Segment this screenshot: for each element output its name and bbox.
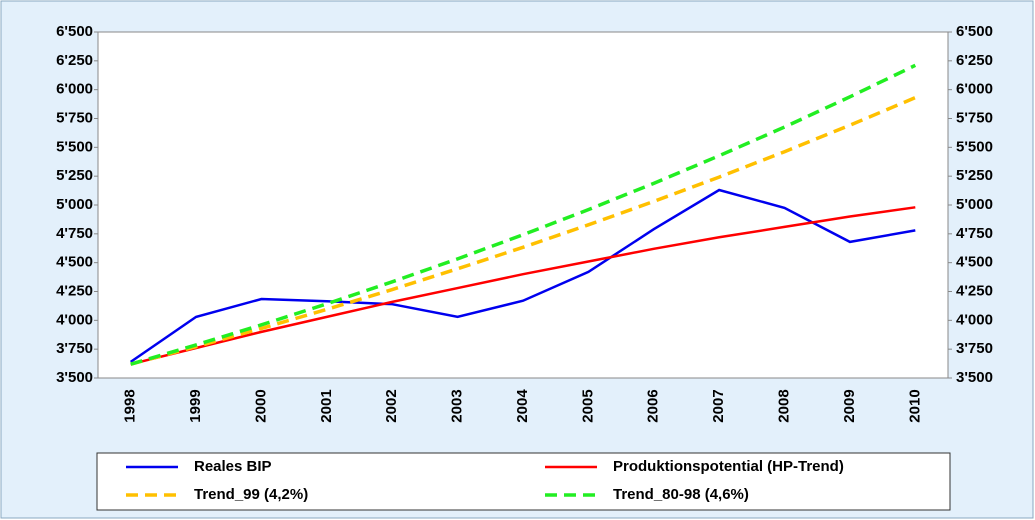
y2-tick-label: 6'250 (956, 52, 993, 69)
y-tick-label: 3'750 (56, 340, 93, 357)
x-tick-label: 2006 (645, 389, 662, 422)
x-tick-label: 2010 (906, 389, 923, 422)
x-tick-label: 1998 (122, 389, 139, 422)
x-tick-label: 2004 (514, 389, 531, 423)
y-tick-label: 5'000 (56, 196, 93, 213)
y2-tick-label: 4'750 (956, 225, 993, 242)
x-tick-label: 2007 (710, 389, 727, 422)
legend-box (96, 452, 951, 511)
y2-tick-label: 4'500 (956, 254, 993, 271)
series-line (130, 206, 916, 366)
y2-tick-label: 5'500 (956, 138, 993, 155)
x-tick-label: 2000 (252, 389, 269, 422)
x-tick-label: 2009 (841, 389, 858, 422)
y2-tick-label: 4'250 (956, 282, 993, 299)
y-tick-label: 4'000 (56, 311, 93, 328)
series-line (129, 188, 916, 363)
y-tick-label: 4'500 (56, 254, 93, 271)
y2-tick-label: 6'500 (956, 23, 993, 40)
y-tick-label: 6'000 (56, 81, 93, 98)
y-tick-label: 3'500 (56, 369, 93, 386)
y2-tick-label: 3'750 (956, 340, 993, 357)
y2-tick-label: 6'000 (956, 81, 993, 98)
y2-tick-label: 5'750 (956, 109, 993, 126)
y-tick-label: 5'750 (56, 109, 93, 126)
y2-tick-label: 5'000 (956, 196, 993, 213)
legend-label: Trend_99 (4,2%) (194, 486, 308, 503)
y-tick-label: 6'500 (56, 23, 93, 40)
y-tick-label: 6'250 (56, 52, 93, 69)
legend-label: Reales BIP (194, 458, 272, 475)
y2-tick-label: 5'250 (956, 167, 993, 184)
y-tick-label: 5'250 (56, 167, 93, 184)
x-tick-label: 2002 (383, 389, 400, 422)
x-tick-label: 2005 (579, 389, 596, 422)
series-line (130, 96, 916, 366)
legend-label: Trend_80-98 (4,6%) (613, 486, 749, 503)
x-tick-label: 2003 (449, 389, 466, 422)
y-tick-label: 4'250 (56, 282, 93, 299)
y-tick-label: 5'500 (56, 138, 93, 155)
y2-tick-label: 4'000 (956, 311, 993, 328)
x-tick-label: 2001 (318, 389, 335, 422)
x-tick-label: 1999 (187, 389, 204, 422)
legend-label: Produktionspotential (HP-Trend) (613, 458, 844, 475)
plot-area (97, 31, 949, 379)
x-tick-label: 2008 (776, 389, 793, 422)
y2-tick-label: 3'500 (956, 369, 993, 386)
series-line (130, 63, 917, 366)
y-tick-label: 4'750 (56, 225, 93, 242)
